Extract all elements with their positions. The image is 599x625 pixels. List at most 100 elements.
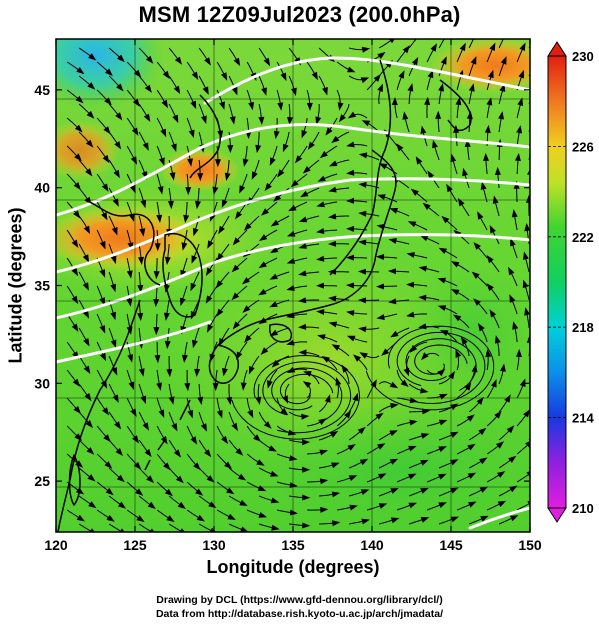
flow-arrow (402, 111, 409, 120)
streamline (516, 502, 530, 511)
flow-arrow (408, 473, 417, 480)
flow-arrow (389, 430, 398, 437)
flow-arrow (318, 418, 327, 425)
vortex-spiral (365, 325, 495, 411)
flow-arrow (233, 57, 241, 67)
colorbar-tick-label: 222 (572, 230, 594, 245)
flow-arrow (377, 51, 386, 59)
flow-arrow (105, 68, 113, 77)
flow-arrow (320, 506, 329, 513)
flow-arrow (408, 502, 417, 509)
streamline (516, 472, 530, 483)
colorbar-tick-label: 226 (572, 139, 594, 154)
flow-arrow (268, 445, 277, 452)
flow-arrow (231, 292, 240, 301)
flow-arrow (88, 501, 97, 509)
flow-arrow (145, 55, 154, 64)
flow-arrow (450, 431, 459, 438)
flow-arrow (216, 308, 224, 317)
flow-arrow (172, 114, 179, 124)
flow-arrow (478, 427, 487, 436)
flow-arrow (440, 56, 447, 65)
flow-arrow (358, 210, 367, 217)
y-tick-label: 25 (34, 473, 50, 489)
flow-arrow (156, 214, 163, 223)
flow-arrow (376, 314, 385, 320)
flow-arrow (390, 488, 399, 494)
coast-taiwan (68, 454, 81, 506)
flow-arrow (116, 83, 124, 92)
coast-shikoku (269, 323, 292, 343)
credit-drawing: Drawing by DCL (https://www.gfd-dennou.o… (156, 594, 443, 606)
vortex-spiral (271, 367, 343, 421)
flow-arrow (409, 345, 418, 353)
flow-arrow (536, 425, 544, 433)
flow-arrow (538, 455, 546, 462)
flow-arrow (132, 435, 140, 444)
flow-arrow (106, 514, 115, 522)
flow-arrow (448, 370, 455, 380)
flow-arrow (232, 321, 241, 330)
flow-arrow (450, 459, 459, 466)
flow-arrow (242, 277, 251, 285)
flow-arrow (251, 171, 258, 180)
flow-arrow (164, 340, 171, 350)
flow-arrow (471, 364, 478, 373)
flow-arrow (82, 254, 90, 263)
flow-arrow (226, 396, 233, 406)
flow-arrow (164, 256, 171, 266)
flow-arrow (129, 184, 136, 194)
flow-arrow (99, 325, 106, 334)
flow-arrow (441, 215, 450, 224)
y-tick-label: 40 (34, 180, 50, 196)
flow-arrow (71, 323, 79, 332)
flow-arrow (353, 354, 361, 362)
flow-arrow (139, 228, 146, 237)
flow-arrow (329, 430, 339, 438)
flow-arrow (476, 396, 484, 405)
isotherm-5 (56, 320, 212, 364)
flow-arrow (346, 169, 355, 176)
flow-arrow (133, 461, 142, 470)
flow-arrow (271, 359, 280, 368)
flow-arrow (221, 199, 228, 208)
warm-region-far-west (56, 120, 120, 180)
flow-arrow (352, 392, 359, 402)
streamline (528, 466, 530, 469)
isotherm-2 (56, 122, 530, 217)
flow-arrow (317, 175, 326, 182)
flow-arrow (346, 141, 355, 148)
flow-arrow (247, 409, 254, 419)
flow-arrow (328, 240, 337, 247)
flow-arrow (319, 150, 328, 159)
flow-arrow (85, 420, 93, 429)
flow-arrow (204, 57, 211, 66)
flow-arrow (403, 367, 410, 377)
flow-arrow (110, 311, 116, 321)
flow-arrow (490, 379, 497, 388)
flow-arrow (239, 185, 246, 194)
flow-arrow (154, 243, 161, 252)
flow-arrow (289, 482, 298, 488)
flow-arrow (347, 111, 357, 119)
flow-arrow (159, 157, 165, 166)
flow-arrow (119, 528, 125, 532)
flow-arrow (219, 101, 225, 110)
flow-arrow (479, 486, 489, 493)
flow-arrow (261, 87, 267, 96)
x-tick-label: 125 (123, 537, 147, 553)
flow-arrow (439, 330, 449, 336)
flow-arrow (271, 524, 280, 531)
flow-arrow (85, 139, 94, 148)
isotherm-north (203, 56, 530, 105)
coast-honshu (217, 149, 397, 346)
flow-arrow (497, 471, 506, 478)
flow-arrow (258, 116, 265, 125)
flow-arrow (462, 167, 468, 177)
flow-arrow (438, 83, 444, 92)
flow-arrow (264, 182, 272, 192)
flow-arrow (526, 334, 530, 343)
flow-arrow (302, 466, 311, 473)
flow-arrow (409, 419, 418, 426)
flow-arrow (494, 166, 501, 175)
